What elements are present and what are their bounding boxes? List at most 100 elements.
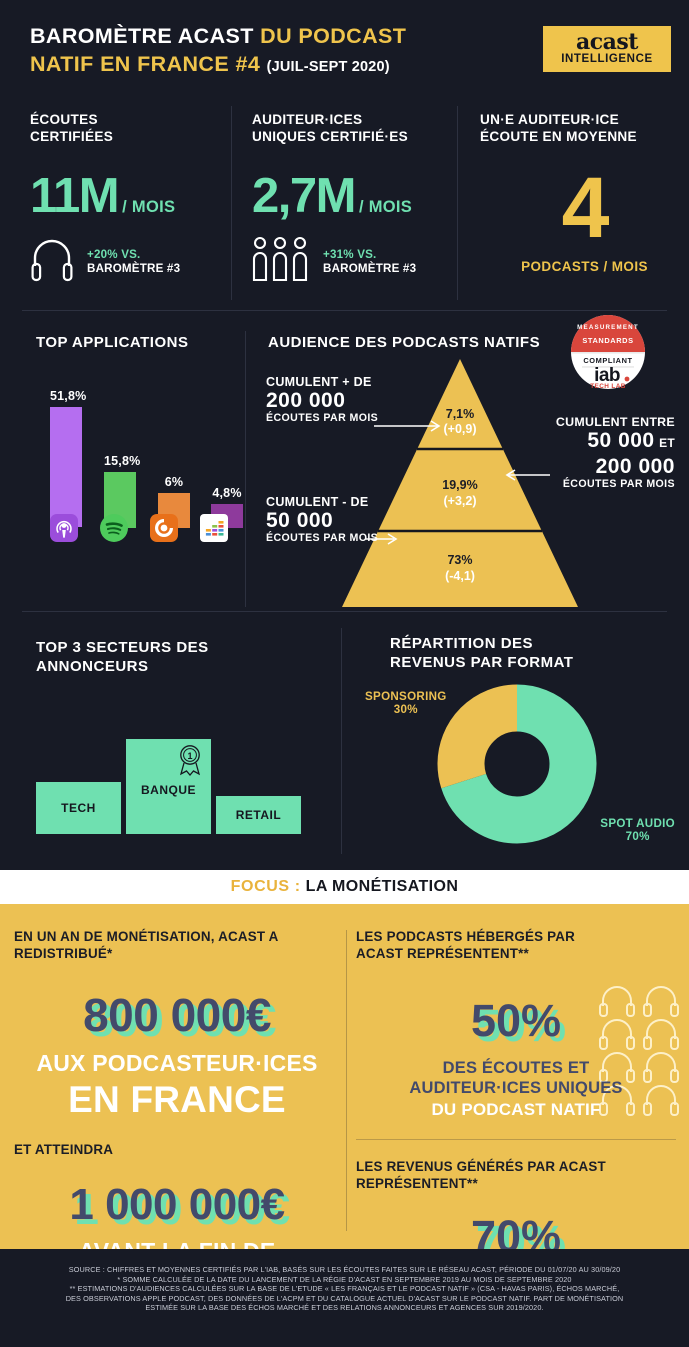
pyramid-label-top-l3: ÉCOUTES PAR MOIS — [266, 412, 379, 424]
pyramid-label-mid-l2: 50 000 — [587, 429, 655, 452]
bar-deezer-value: 4,8% — [212, 486, 242, 500]
svg-text:(+0,9): (+0,9) — [443, 422, 476, 436]
monetisation-divider — [346, 930, 347, 1231]
intelligence-wordmark: INTELLIGENCE — [561, 53, 653, 65]
focus-prefix: FOCUS : — [230, 878, 301, 895]
sector-label-banque: BANQUE — [140, 783, 196, 797]
revenue-chart: RÉPARTITION DES REVENUS PAR FORMAT — [390, 634, 670, 672]
award-ribbon-icon: 1 — [175, 743, 205, 782]
sectors-title-l2: ANNONCEURS — [36, 658, 149, 675]
mon-right-intro-l1: LES PODCASTS HÉBERGÉS PAR — [356, 929, 576, 944]
footer-sources: SOURCE : CHIFFRES ET MOYENNES CERTIFIÉS … — [0, 1249, 689, 1325]
pyramid-label-mid-l3: 200 000 — [595, 455, 675, 478]
svg-text:7,1%: 7,1% — [446, 407, 475, 421]
mon-right-cap-l2: AUDITEUR·ICES UNIQUES — [409, 1079, 623, 1097]
svg-text:(-4,1): (-4,1) — [445, 569, 475, 583]
legend-sponsoring: SPONSORING 30% — [365, 690, 447, 716]
headphone-pattern-icon — [641, 986, 685, 1019]
svg-text:COMPLIANT: COMPLIANT — [583, 356, 632, 365]
stat-podcasts-par-mois: UN·E AUDITEUR·ICE ÉCOUTE EN MOYENNE 4 PO… — [458, 98, 689, 310]
stats-divider-1 — [231, 106, 232, 300]
mon-right-cap-l3: DU PODCAST NATIF — [431, 1100, 601, 1119]
mon-right-cap-l1: DES ÉCOUTES ET — [442, 1059, 590, 1077]
headphone-pattern-icon — [597, 1052, 641, 1085]
mid-section: TOP APPLICATIONS 51,8% 15,8% 6% 4,8% — [0, 311, 689, 611]
stat1-unit: / MOIS — [122, 198, 176, 216]
legend-spot-value: 70% — [625, 830, 650, 843]
pyramid-label-bottom: CUMULENT - DE 50 000 ÉCOUTES PAR MOIS — [266, 495, 378, 544]
deezer-icon — [200, 514, 228, 547]
stat1-delta: +20% VS. — [87, 247, 141, 261]
mon-right-intro2-l1: LES REVENUS GÉNÉRÉS PAR ACAST — [356, 1159, 606, 1174]
revenue-title-l1: RÉPARTITION DES — [390, 635, 534, 652]
mon-left-amount2: 1 000 000€ — [69, 1180, 285, 1229]
sectors-bars: TECH 1 BANQUE RETAIL — [36, 724, 326, 834]
apps-bars: 51,8% 15,8% 6% 4,8% — [36, 382, 266, 532]
mon-right-pct: 50% — [470, 995, 562, 1046]
bar-apple: 51,8% — [50, 389, 87, 532]
stat-ecoutes-certifiees: ÉCOUTES CERTIFIÉES 11M / MOIS +20% VS. BA… — [0, 98, 232, 310]
pyramid-label-mid: CUMULENT ENTRE 50 000 ET 200 000 ÉCOUTES… — [556, 415, 675, 490]
stat2-unit: / MOIS — [358, 198, 413, 216]
legend-sponsoring-name: SPONSORING — [365, 690, 447, 703]
title-line2-yellow: NATIF EN FRANCE #4 — [30, 52, 267, 76]
revenue-title-l2: REVENUS PAR FORMAT — [390, 654, 574, 671]
audience-pyramid-chart: AUDIENCE DES PODCASTS NATIFS — [268, 333, 689, 352]
title-line1-white: BAROMÈTRE ACAST — [30, 24, 261, 48]
pyramid-label-bottom-l3: ÉCOUTES PAR MOIS — [266, 532, 379, 544]
sector-label-retail: RETAIL — [235, 808, 282, 822]
lower-section: TOP 3 SECTEURS DES ANNONCEURS TECH 1 BAN… — [0, 612, 689, 870]
mon-right-intro2-l2: REPRÉSENTENT** — [356, 1176, 478, 1191]
stat3-label-line1: UN·E AUDITEUR·ICE — [480, 112, 620, 127]
stats-divider-2 — [457, 106, 458, 300]
stat-auditeurices-uniques: AUDITEUR·ICES UNIQUES CERTIFIÉ·ES 2,7M / … — [232, 98, 458, 310]
section-divider-mid — [22, 611, 667, 612]
pyramid-label-top: CUMULENT + DE 200 000 ÉCOUTES PAR MOIS — [266, 375, 378, 424]
sector-label-tech: TECH — [61, 801, 96, 815]
pyramid-label-bottom-l2: 50 000 — [266, 509, 334, 532]
mid-divider — [245, 331, 246, 607]
sector-bar-banque: 1 BANQUE — [126, 739, 211, 834]
headphone-pattern-icon — [597, 1019, 641, 1052]
headphones-pattern — [597, 986, 685, 1118]
stat3-caption: PODCASTS / MOIS — [521, 259, 648, 274]
legend-spot-audio: SPOT AUDIO 70% — [600, 817, 675, 843]
audience-pyramid-title: AUDIENCE DES PODCASTS NATIFS — [268, 334, 541, 351]
pyramid-label-mid-l1: CUMULENT ENTRE — [555, 415, 675, 429]
focus-banner: FOCUS : LA MONÉTISATION — [0, 870, 689, 904]
top-applications-chart: TOP APPLICATIONS 51,8% 15,8% 6% 4,8% — [36, 333, 266, 532]
section-divider-top — [22, 310, 667, 311]
monetisation-section: EN UN AN DE MONÉTISATION, ACAST A REDIST… — [0, 904, 689, 1249]
monetisation-right-rule — [356, 1139, 676, 1140]
stat1-label-line2: CERTIFIÉES — [30, 128, 114, 144]
pyramid-label-mid-l4: ÉCOUTES PAR MOIS — [562, 478, 675, 490]
stat2-label-line2: UNIQUES CERTIFIÉ·ES — [252, 128, 409, 144]
acast-intelligence-logo: acast INTELLIGENCE — [543, 26, 671, 72]
sector-bar-retail: RETAIL — [216, 796, 301, 834]
svg-text:1: 1 — [187, 751, 192, 761]
lower-divider — [341, 628, 342, 854]
svg-text:STANDARDS: STANDARDS — [582, 336, 633, 345]
stat2-delta-sub: BAROMÈTRE #3 — [323, 262, 417, 275]
footer-line-3: ** ESTIMATIONS D'AUDIENCES CALCULÉES SUR… — [69, 1284, 620, 1294]
title-period: (JUIL-SEPT 2020) — [266, 59, 390, 75]
headphone-pattern-icon — [641, 1085, 685, 1118]
focus-title: LA MONÉTISATION — [305, 878, 459, 895]
footer-line-1: SOURCE : CHIFFRES ET MOYENNES CERTIFIÉS … — [68, 1265, 621, 1274]
svg-text:73%: 73% — [447, 553, 472, 567]
pyramid-label-bottom-l1: CUMULENT - DE — [266, 495, 369, 509]
spotify-icon — [100, 514, 128, 547]
pyramid-label-mid-l2b: ET — [659, 436, 675, 450]
stat2-value: 2,7M — [252, 169, 356, 223]
legend-sponsoring-value: 30% — [393, 703, 418, 716]
bar-apple-value: 51,8% — [50, 389, 87, 403]
pocketcasts-icon — [150, 514, 178, 547]
mon-left-intro-l2: REDISTRIBUÉ* — [14, 946, 113, 961]
headphone-pattern-icon — [597, 1085, 641, 1118]
pyramid-label-top-l1: CUMULENT + DE — [266, 375, 372, 389]
legend-spot-name: SPOT AUDIO — [600, 817, 675, 830]
svg-text:iab: iab — [594, 365, 620, 386]
sectors-title-l1: TOP 3 SECTEURS DES — [36, 639, 209, 656]
mon-right-intro-l2: ACAST REPRÉSENTENT** — [356, 946, 529, 961]
